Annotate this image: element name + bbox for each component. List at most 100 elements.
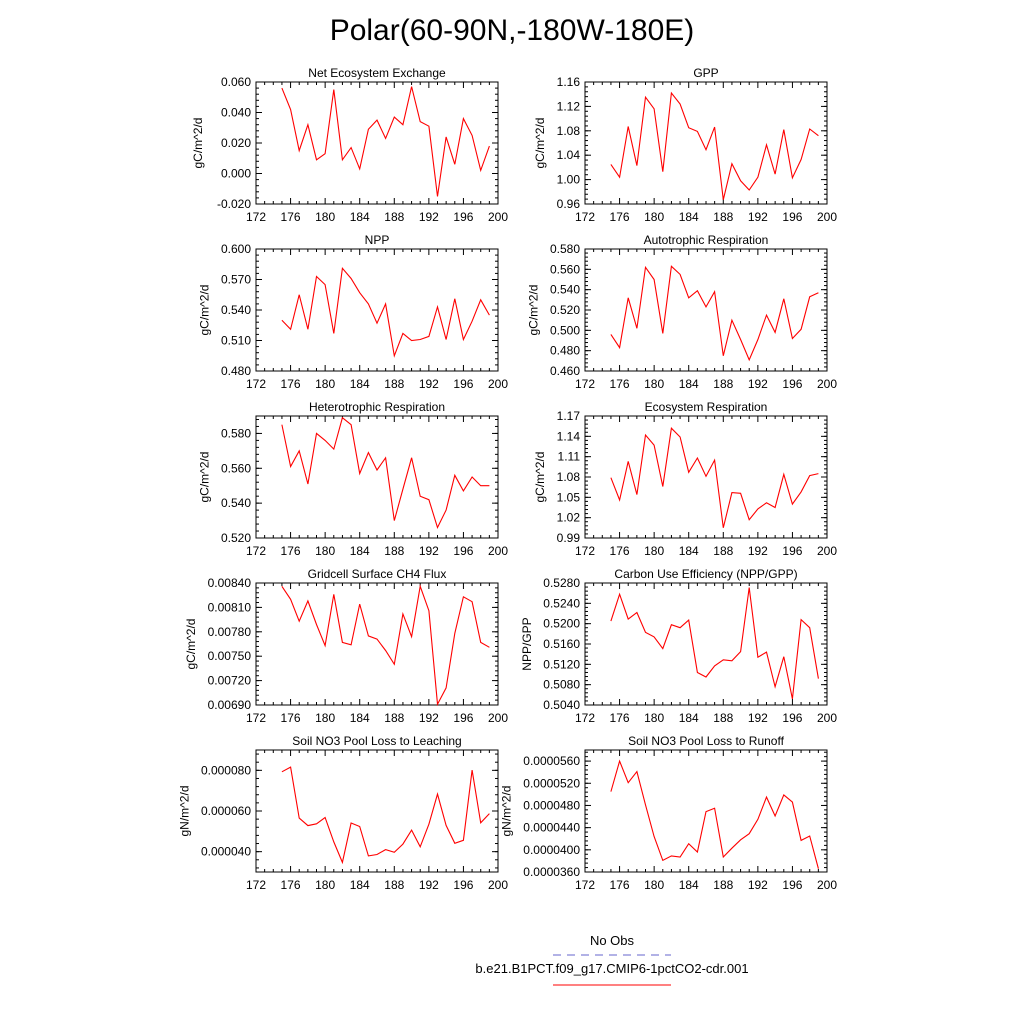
x-tick-label: 176 <box>281 711 301 725</box>
y-tick-label: 0.0000400 <box>523 843 580 857</box>
x-tick-label: 200 <box>817 711 837 725</box>
x-tick-label: 180 <box>315 711 335 725</box>
x-tick-label: 184 <box>350 377 370 391</box>
y-tick-label: 0.510 <box>221 334 251 348</box>
x-tick-label: 196 <box>782 878 802 892</box>
series-line <box>281 86 490 197</box>
series-line <box>281 267 490 358</box>
series-line <box>610 759 819 869</box>
y-tick-label: 0.0000440 <box>523 821 580 835</box>
y-tick-label: 0.560 <box>550 262 580 276</box>
x-tick-label: 192 <box>748 878 768 892</box>
y-tick-label: 0.460 <box>550 364 580 378</box>
y-axis-title: gC/m^2/d <box>184 619 198 670</box>
x-tick-label: 188 <box>713 544 733 558</box>
x-tick-label: 184 <box>350 878 370 892</box>
y-tick-label: 0.5040 <box>543 698 580 712</box>
panel-9: Soil NO3 Pool Loss to Leaching 172 176 180 1… <box>177 734 508 892</box>
y-tick-label: 1.00 <box>557 173 581 187</box>
legend-obs-label: No Obs <box>590 933 635 948</box>
x-tick-label: 196 <box>782 210 802 224</box>
x-tick-label: 200 <box>817 210 837 224</box>
y-tick-label: 0.00810 <box>208 600 252 614</box>
x-tick-label: 188 <box>384 711 404 725</box>
x-tick-label: 172 <box>246 711 266 725</box>
x-tick-label: 180 <box>644 377 664 391</box>
panel-title: Gridcell Surface CH4 Flux <box>308 567 447 581</box>
x-tick-label: 196 <box>453 210 473 224</box>
y-tick-label: 0.00690 <box>208 698 252 712</box>
series-line <box>281 416 490 529</box>
y-tick-label: 0.5160 <box>543 637 580 651</box>
x-tick-label: 192 <box>419 544 439 558</box>
x-tick-label: 184 <box>350 544 370 558</box>
y-tick-label: 0.580 <box>550 242 580 256</box>
y-tick-label: 0.00750 <box>208 649 252 663</box>
y-axis-title: gC/m^2/d <box>527 285 541 336</box>
y-axis-title: gN/m^2/d <box>177 786 191 837</box>
x-tick-label: 172 <box>575 210 595 224</box>
y-tick-label: 0.540 <box>550 283 580 297</box>
x-tick-label: 184 <box>679 377 699 391</box>
x-tick-label: 172 <box>575 711 595 725</box>
y-tick-label: 0.0000480 <box>523 798 580 812</box>
y-tick-label: 0.00840 <box>208 576 252 590</box>
y-tick-label: 0.5240 <box>543 596 580 610</box>
x-tick-label: 188 <box>384 878 404 892</box>
y-tick-label: 0.480 <box>550 344 580 358</box>
panel-title: Net Ecosystem Exchange <box>308 66 446 80</box>
panel-title: Soil NO3 Pool Loss to Runoff <box>628 734 785 748</box>
y-axis-title: gC/m^2/d <box>533 118 547 169</box>
y-tick-label: 0.500 <box>550 323 580 337</box>
panel-5: Heterotrophic Respiration 172 176 180 184 188… <box>198 400 509 558</box>
x-tick-label: 192 <box>419 210 439 224</box>
x-tick-label: 172 <box>246 210 266 224</box>
x-tick-label: 200 <box>488 711 508 725</box>
x-tick-label: 188 <box>713 878 733 892</box>
y-tick-label: 0.5200 <box>543 617 580 631</box>
x-tick-label: 176 <box>610 377 630 391</box>
y-axis-title: gC/m^2/d <box>198 452 212 503</box>
x-tick-label: 196 <box>782 544 802 558</box>
panel-3: NPP 172 176 180 184 188 192 196 200 0.480 0.510 0.5… <box>198 233 509 391</box>
panels: Net Ecosystem Exchange 172 176 180 184 188 192… <box>177 66 837 892</box>
series-line <box>610 91 819 200</box>
x-tick-label: 200 <box>488 210 508 224</box>
x-tick-label: 184 <box>350 210 370 224</box>
figure-title: Polar(60-90N,-180W-180E) <box>330 14 695 47</box>
plot-frame <box>584 749 828 873</box>
y-tick-label: 1.08 <box>557 124 581 138</box>
x-tick-label: 176 <box>610 210 630 224</box>
x-tick-label: 176 <box>281 878 301 892</box>
x-tick-label: 196 <box>782 377 802 391</box>
y-axis-title: gN/m^2/d <box>500 786 514 837</box>
x-tick-label: 180 <box>315 210 335 224</box>
y-tick-label: 0.5280 <box>543 576 580 590</box>
x-tick-label: 192 <box>419 377 439 391</box>
y-tick-label: 0.000080 <box>201 763 251 777</box>
x-tick-label: 196 <box>453 711 473 725</box>
x-tick-label: 172 <box>246 544 266 558</box>
plot-frame <box>255 81 499 205</box>
y-axis-title: gC/m^2/d <box>198 285 212 336</box>
y-tick-label: -0.020 <box>217 197 251 211</box>
x-tick-label: 176 <box>281 377 301 391</box>
x-tick-label: 172 <box>246 878 266 892</box>
y-tick-label: 1.08 <box>557 470 581 484</box>
x-tick-label: 200 <box>488 377 508 391</box>
x-tick-label: 180 <box>644 544 664 558</box>
panel-title: GPP <box>693 66 718 80</box>
y-tick-label: 0.5120 <box>543 657 580 671</box>
x-tick-label: 188 <box>713 711 733 725</box>
y-tick-label: 0.520 <box>550 303 580 317</box>
y-tick-label: 0.020 <box>221 136 251 150</box>
series-line <box>610 587 819 700</box>
y-tick-label: 0.99 <box>557 531 581 545</box>
x-tick-label: 176 <box>610 544 630 558</box>
series-line <box>610 265 819 362</box>
y-tick-label: 1.11 <box>558 450 581 464</box>
plot-frame <box>255 749 499 873</box>
legend: No Obs b.e21.B1PCT.f09_g17.CMIP6-1pctCO2… <box>475 933 749 986</box>
x-tick-label: 200 <box>488 878 508 892</box>
